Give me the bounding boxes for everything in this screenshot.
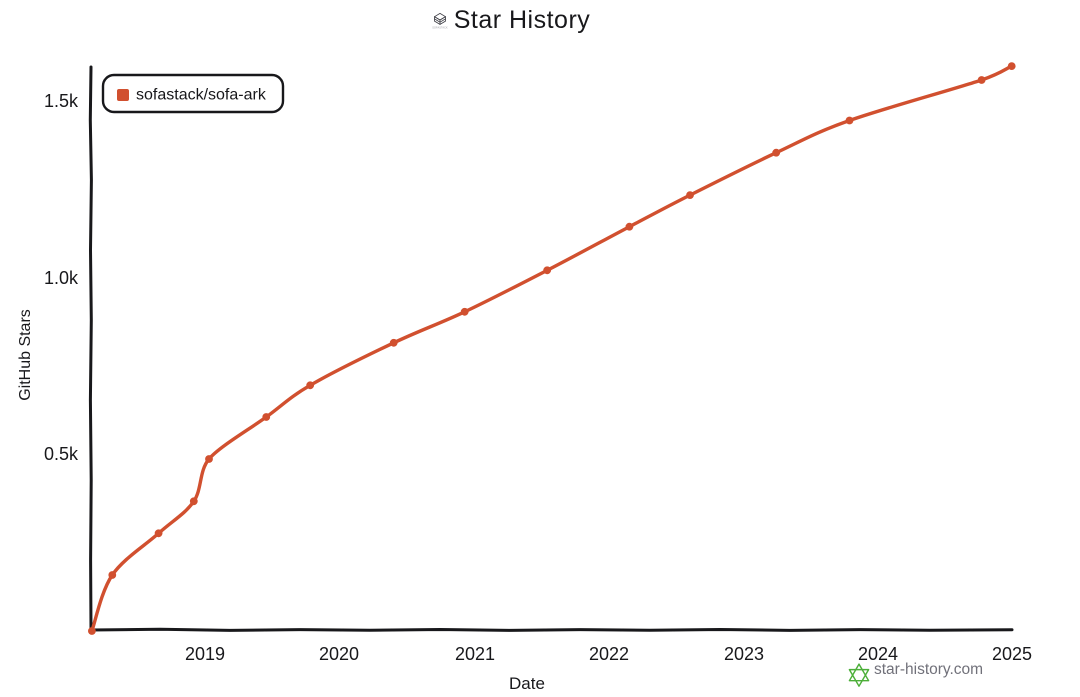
svg-text:GitHub Stars: GitHub Stars [17,309,34,401]
svg-text:0.5k: 0.5k [44,444,79,464]
svg-text:star-history.com: star-history.com [874,661,983,678]
svg-text:1.0k: 1.0k [44,268,79,288]
svg-text:SOFASTACK: SOFASTACK [432,26,448,29]
svg-text:1.5k: 1.5k [44,91,79,111]
svg-text:2021: 2021 [455,644,495,664]
svg-text:2025: 2025 [992,644,1032,664]
svg-text:sofastack/sofa-ark: sofastack/sofa-ark [136,87,267,104]
svg-text:Date: Date [509,674,545,693]
svg-text:2022: 2022 [589,644,629,664]
svg-text:2019: 2019 [185,644,225,664]
svg-text:Star History: Star History [454,6,591,34]
svg-text:2020: 2020 [319,644,359,664]
svg-text:2023: 2023 [724,644,764,664]
